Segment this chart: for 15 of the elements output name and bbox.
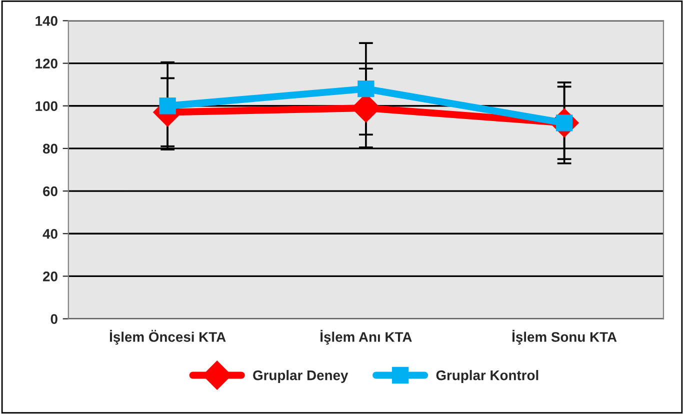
x-tick-label: İşlem Öncesi KTA — [110, 330, 226, 345]
y-tick-label: 60 — [43, 186, 58, 196]
y-tick-label: 40 — [42, 228, 58, 239]
y-tick-label: 100 — [36, 101, 58, 112]
y-tick-label: 20 — [43, 272, 58, 282]
y-tick-label: 0 — [50, 314, 58, 324]
y-tick-label: 140 — [36, 16, 58, 26]
legend-label: Gruplar Deney — [253, 370, 348, 383]
x-tick-label: İşlem Sonu KTA — [512, 330, 617, 345]
y-tick-label: 120 — [36, 58, 58, 68]
legend-label: Gruplar Kontrol — [436, 370, 538, 383]
point — [159, 98, 176, 114]
x-tick-label: İşlem Anı KTA — [320, 330, 412, 345]
y-tick-label: 80 — [42, 144, 58, 154]
point — [358, 80, 374, 98]
